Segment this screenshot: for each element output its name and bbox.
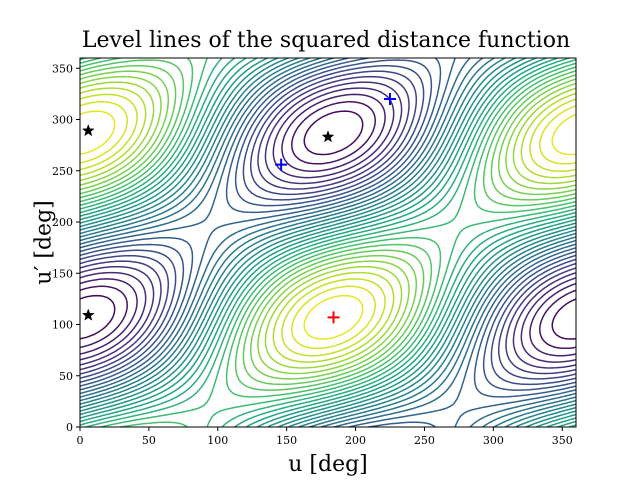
contour-level-line — [80, 59, 576, 391]
x-tick-label: 50 — [142, 434, 156, 447]
plot-frame — [79, 57, 577, 428]
contour-level-line — [80, 110, 576, 340]
plus-marker — [384, 93, 396, 105]
markers — [81, 93, 396, 324]
contour-level-line — [80, 93, 576, 357]
plus-marker — [327, 311, 340, 324]
contour-level-line — [80, 110, 576, 340]
contour-level-line — [80, 81, 576, 369]
y-tick-label: 100 — [52, 319, 73, 332]
x-tick-label: 150 — [276, 434, 297, 447]
axis-ticks: 0 50 100 150 200 250 300 350 0 50 100 150 200 250 300 3… — [52, 62, 573, 447]
contour-level-line — [80, 75, 576, 375]
x-axis-label: u [deg] — [288, 452, 368, 477]
contour-level-line — [80, 75, 576, 375]
contour-level-line — [80, 70, 576, 380]
contour-level-line — [80, 101, 576, 350]
y-tick-label: 150 — [52, 267, 73, 280]
star-marker — [81, 124, 95, 137]
y-tick-label: 350 — [52, 62, 73, 75]
x-tick-label: 0 — [77, 434, 84, 447]
y-tick-label: 0 — [66, 421, 73, 434]
contour-level-line — [80, 87, 576, 363]
star-marker — [81, 308, 95, 321]
chart-title: Level lines of the squared distance func… — [81, 28, 571, 53]
contour-level-line — [80, 65, 576, 386]
contour-level-line — [80, 70, 576, 380]
y-tick-label: 200 — [52, 216, 73, 229]
star-marker — [321, 130, 335, 143]
contour-level-line — [80, 58, 576, 427]
contour-level-line — [80, 58, 576, 427]
y-tick-label: 50 — [59, 370, 73, 383]
x-tick-label: 300 — [483, 434, 504, 447]
x-tick-label: 200 — [345, 434, 366, 447]
y-tick-label: 250 — [52, 165, 73, 178]
plus-marker — [275, 158, 288, 171]
contour-level-line — [80, 59, 576, 391]
x-tick-label: 100 — [207, 434, 228, 447]
contour-level-line — [80, 65, 576, 386]
contour-level-line — [80, 93, 576, 357]
contour-level-line — [80, 81, 576, 369]
contour-level-line — [80, 87, 576, 363]
contour-level-line — [80, 58, 576, 427]
x-tick-label: 350 — [552, 434, 573, 447]
x-tick-label: 250 — [414, 434, 435, 447]
contour-level-line — [80, 58, 576, 427]
y-tick-label: 300 — [52, 114, 73, 127]
contour-level-line — [80, 101, 576, 350]
contour-lines — [80, 58, 576, 427]
